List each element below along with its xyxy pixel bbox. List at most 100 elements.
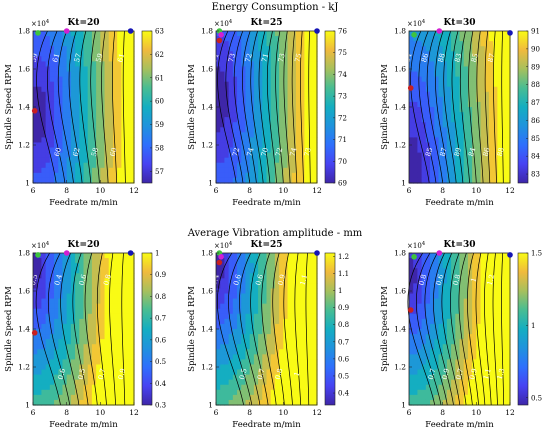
contour-cell [66,107,72,113]
contour-cell [425,157,431,164]
contour-cell [45,394,51,401]
contour-cell [100,374,106,381]
contour-cell [49,31,55,37]
contour-cell [425,127,431,133]
contour-cell [308,258,314,264]
contour-cell [117,323,122,330]
contour-cell [488,263,494,269]
contour-cell [96,31,101,37]
contour-cell [117,41,122,47]
contour-cell [75,253,80,259]
contour-cell [33,339,38,345]
contour-cell [104,364,110,371]
contour-cell [304,147,310,154]
contour-cell [455,122,461,128]
contour-cell [488,56,494,62]
contour-cell [112,137,118,144]
contour-cell [283,137,289,144]
contour-cell [501,384,507,391]
contour-cell [129,107,135,113]
contour-cell [283,369,289,376]
contour-cell [463,354,469,360]
contour-cell [434,364,440,371]
contour-cell [274,81,280,88]
contour-cell [121,359,127,366]
contour-line [492,252,498,406]
contour-cell [438,273,444,279]
contour-label: 0.9 [277,273,288,286]
contour-cell [54,51,59,57]
contour-cell [33,263,38,269]
contour-cell [62,323,68,330]
colorbar-tick-label: 87 [531,99,540,107]
contour-cell [442,318,448,325]
contour-cell [70,142,76,149]
contour-cell [497,101,503,108]
contour-cell [472,96,477,103]
contour-cell [108,308,114,315]
contour-cell [295,127,301,133]
contour-cell [87,399,93,406]
contour-cell [125,288,131,295]
contour-cell [87,127,93,133]
contour-cell [425,152,431,159]
contour-cell [467,66,473,73]
contour-cell [480,137,486,144]
contour-cell [472,86,477,93]
contour-cell [304,369,310,376]
contour-cell [312,61,318,68]
contour-cell [262,349,268,355]
contour-cell [58,46,64,52]
marker-point [218,253,224,260]
contour-line [305,252,310,406]
contour-cell [308,394,314,401]
contour-cell [62,364,68,371]
contour-cell [300,394,305,401]
contour-cell [304,51,310,57]
contour-cell [125,384,131,391]
contour-cell [58,81,64,88]
contour-cell [75,384,80,391]
contour-cell [279,96,284,103]
contour-cell [49,162,55,169]
contour-cell [262,142,268,149]
contour-cell [438,152,444,159]
contour-label: 1.1 [482,368,493,381]
contour-cell [112,81,118,88]
contour-cell [125,96,131,103]
contour-cell [224,308,230,315]
contour-cell [117,101,122,108]
colorbar-tick-label: 57 [155,168,164,176]
contour-cell [87,364,93,371]
contour-cell [258,303,263,310]
contour-cell [121,329,127,335]
contour-cell [425,308,431,315]
contour-cell [66,283,72,290]
contour-cell [421,399,427,406]
contour-cell [45,278,51,284]
contour-cell [459,31,465,37]
contour-cell [455,354,461,360]
contour-cell [129,96,135,103]
contour-cell [480,71,486,78]
contour-cell [112,112,118,118]
contour-cell [446,293,452,300]
contour-cell [274,273,280,279]
contour-cell [442,36,448,42]
contour-label: 1 [470,277,479,283]
contour-cell [129,379,135,386]
contour-cell [497,349,503,355]
contour-cell [45,318,51,325]
contour-cell [505,303,511,310]
contour-cell [245,389,251,396]
contour-cell [463,152,469,159]
contour-cell [220,283,226,290]
contour-cell [220,142,226,149]
contour-cell [87,41,93,47]
contour-cell [430,41,435,47]
contour-cell [33,66,38,73]
contour-cell [262,162,268,169]
contour-cell [83,152,89,159]
contour-cell [125,66,131,73]
contour-cell [472,364,477,371]
